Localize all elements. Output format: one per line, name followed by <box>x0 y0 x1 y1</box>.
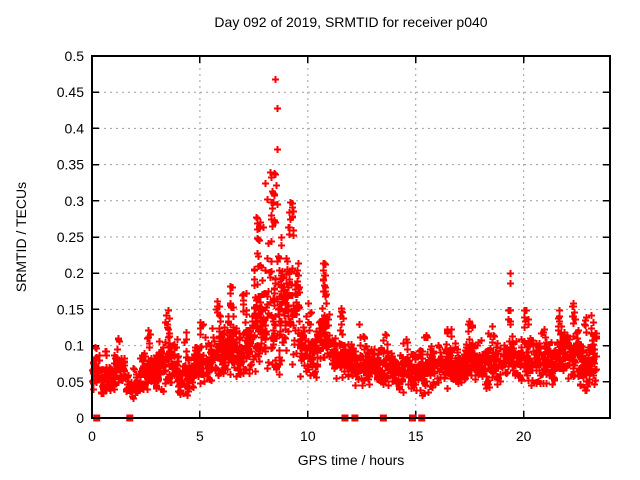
x-axis-label: GPS time / hours <box>297 452 405 468</box>
svg-text:0: 0 <box>76 410 84 426</box>
svg-text:0.4: 0.4 <box>65 120 85 136</box>
svg-text:0: 0 <box>88 428 96 444</box>
svg-text:0.3: 0.3 <box>65 193 85 209</box>
svg-text:0.2: 0.2 <box>65 265 85 281</box>
svg-text:15: 15 <box>408 428 424 444</box>
svg-text:0.05: 0.05 <box>57 374 84 390</box>
svg-text:0.15: 0.15 <box>57 301 84 317</box>
chart-title: Day 092 of 2019, SRMTID for receiver p04… <box>214 14 488 30</box>
svg-text:20: 20 <box>516 428 532 444</box>
svg-text:10: 10 <box>300 428 316 444</box>
svg-text:0.35: 0.35 <box>57 157 84 173</box>
svg-text:5: 5 <box>196 428 204 444</box>
svg-text:0.5: 0.5 <box>65 48 85 64</box>
data-points <box>89 76 600 402</box>
plot-border <box>91 55 611 419</box>
tick-labels: 0 0.05 0.1 0.15 0.2 0.25 0.3 0.35 0.4 0.45 0.5 0 5 10… <box>57 48 532 444</box>
svg-text:0.45: 0.45 <box>57 84 84 100</box>
svg-text:0.25: 0.25 <box>57 229 84 245</box>
svg-text:0.1: 0.1 <box>65 338 85 354</box>
